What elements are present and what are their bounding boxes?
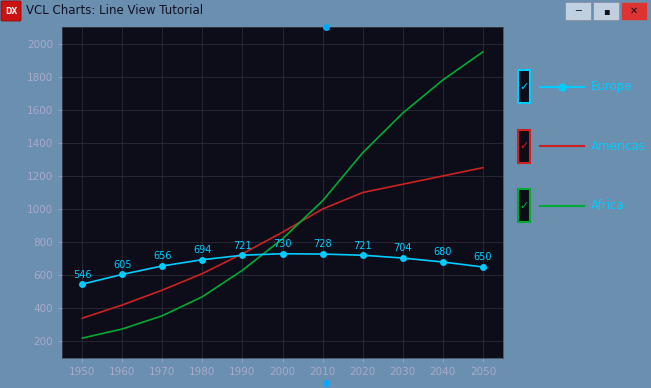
Text: 721: 721: [353, 241, 372, 251]
Text: 605: 605: [113, 260, 132, 270]
Text: 694: 694: [193, 245, 212, 255]
Text: 546: 546: [73, 270, 91, 279]
Bar: [518, 130, 531, 163]
Text: 721: 721: [233, 241, 252, 251]
Text: ✕: ✕: [630, 6, 638, 16]
Text: 730: 730: [273, 239, 292, 249]
Bar: [518, 189, 531, 222]
Bar: [593, 2, 619, 20]
Text: Americas: Americas: [591, 140, 646, 152]
Text: 656: 656: [153, 251, 171, 262]
FancyBboxPatch shape: [1, 1, 21, 21]
Text: ✓: ✓: [519, 81, 529, 92]
Text: ✓: ✓: [519, 201, 529, 211]
Text: 704: 704: [393, 243, 412, 253]
Text: DX: DX: [5, 7, 17, 16]
Text: 728: 728: [313, 239, 332, 249]
Text: Africa: Africa: [591, 199, 625, 212]
Bar: [518, 70, 531, 103]
Text: ▪: ▪: [603, 6, 609, 16]
Bar: [565, 2, 591, 20]
Text: 650: 650: [474, 252, 492, 262]
Text: VCL Charts: Line View Tutorial: VCL Charts: Line View Tutorial: [26, 5, 203, 17]
Text: 680: 680: [434, 248, 452, 257]
Text: Europe: Europe: [591, 80, 633, 93]
Text: ✓: ✓: [519, 141, 529, 151]
Text: ─: ─: [575, 6, 581, 16]
Bar: [621, 2, 647, 20]
